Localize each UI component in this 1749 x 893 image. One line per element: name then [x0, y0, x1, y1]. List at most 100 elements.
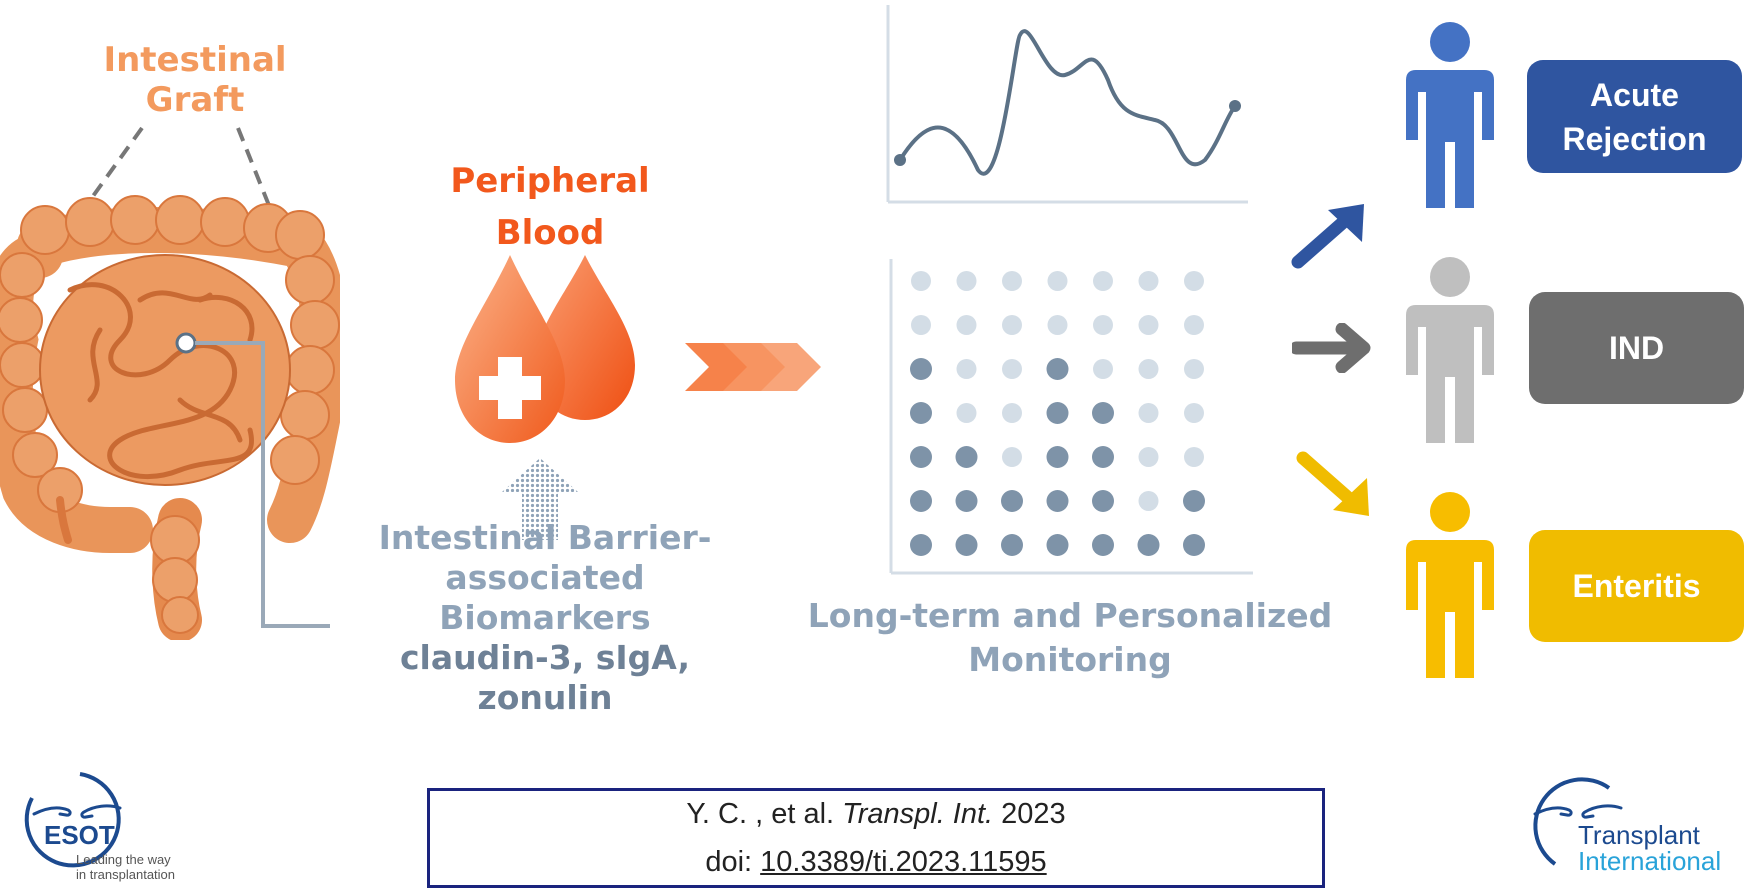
monitoring-text: Long-term and Personalized Monitoring	[800, 594, 1340, 682]
dot-grid	[910, 271, 1205, 556]
citation-line1: Y. C. , et al. Transpl. Int. 2023	[430, 790, 1322, 838]
matrix-dot	[1093, 359, 1113, 379]
citation-box: Y. C. , et al. Transpl. Int. 2023 doi: 1…	[427, 788, 1325, 888]
blood-title: Peripheral Blood	[420, 155, 680, 259]
esot-logo	[24, 772, 122, 868]
matrix-dot	[1138, 315, 1159, 335]
matrix-dot	[956, 403, 977, 423]
matrix-dot	[910, 534, 932, 556]
arrow-right-icon	[1292, 323, 1371, 373]
outcome-acute-rejection: Acute Rejection	[1527, 60, 1742, 173]
dotted-up-arrow-icon	[502, 458, 578, 540]
transplant-international-logo	[1533, 777, 1623, 866]
matrix-dot	[1002, 447, 1022, 467]
intestine-icon	[0, 195, 340, 640]
matrix-dot	[1002, 315, 1022, 335]
chevron-arrows-icon	[685, 343, 821, 391]
matrix-dot	[1046, 358, 1069, 380]
matrix-dot	[1184, 403, 1204, 423]
hand-logo-icon	[1533, 804, 1623, 819]
matrix-dot	[910, 358, 932, 380]
biomarkers-line2: associated	[445, 558, 645, 597]
graft-title-line1: Intestinal	[103, 40, 287, 80]
outcome-acute-rejection-line1: Acute	[1590, 76, 1679, 113]
matrix-dot	[1046, 402, 1069, 424]
matrix-dot	[1138, 447, 1159, 467]
esot-tagline-line2: in transplantation	[76, 867, 176, 882]
esot-tagline-line1: Leading the way	[76, 852, 171, 867]
blood-title-line1: Peripheral	[450, 161, 650, 201]
matrix-dot	[911, 271, 931, 291]
matrix-dot	[956, 271, 977, 291]
matrix-dot	[1001, 490, 1023, 512]
monitoring-line2: Monitoring	[968, 640, 1172, 679]
trend-line-chart	[886, 5, 1248, 204]
blood-title-line2: Blood	[495, 213, 605, 253]
matrix-dot	[1046, 446, 1069, 468]
hand-logo-icon	[32, 804, 122, 819]
biomarkers-text: Intestinal Barrier- associated Biomarker…	[360, 518, 730, 718]
graft-title: Intestinal Graft	[70, 40, 320, 120]
matrix-dot	[1093, 271, 1113, 291]
matrix-dot	[1184, 315, 1204, 335]
outcome-enteritis-label: Enteritis	[1572, 568, 1701, 604]
arrow-down-right-icon	[1296, 451, 1369, 516]
person-icon-yellow	[1406, 492, 1494, 678]
ti-line1: Transplant	[1578, 820, 1700, 850]
matrix-dot	[910, 446, 932, 468]
matrix-dot	[955, 446, 978, 468]
monitoring-line1: Long-term and Personalized	[807, 596, 1333, 635]
matrix-dot	[1002, 271, 1022, 291]
outcome-ind-label: IND	[1608, 330, 1665, 366]
matrix-dot	[1183, 534, 1205, 556]
outcome-enteritis: Enteritis	[1529, 530, 1744, 642]
matrix-dot	[1047, 315, 1068, 335]
biomarkers-line1: Intestinal Barrier-	[378, 518, 712, 557]
matrix-dot	[911, 315, 931, 335]
citation-line2: doi: 10.3389/ti.2023.11595	[430, 838, 1322, 886]
matrix-dot	[1137, 534, 1160, 556]
matrix-dot	[1002, 403, 1022, 423]
matrix-dot	[1138, 359, 1159, 379]
biomarkers-list-2: zonulin	[477, 678, 613, 717]
matrix-dot	[1092, 402, 1114, 424]
matrix-dot	[1138, 271, 1159, 291]
ti-line2: International	[1578, 846, 1722, 876]
matrix-dot	[1093, 315, 1113, 335]
matrix-dot	[956, 359, 977, 379]
person-icon-blue	[1406, 22, 1494, 208]
matrix-dot	[1184, 271, 1204, 291]
citation-year: 2023	[1001, 798, 1066, 830]
citation-authors: Y. C. , et al.	[686, 798, 835, 830]
transplant-international-name: Transplant International	[1578, 822, 1721, 874]
matrix-dot	[956, 315, 977, 335]
citation-doi-link[interactable]: 10.3389/ti.2023.11595	[760, 846, 1047, 878]
matrix-dot	[1047, 271, 1068, 291]
intestine-illustration	[0, 126, 340, 640]
matrix-dot	[1138, 491, 1159, 511]
matrix-dot	[1183, 490, 1205, 512]
matrix-dot	[1092, 534, 1114, 556]
esot-name: ESOT	[44, 820, 115, 850]
matrix-dot	[1184, 447, 1204, 467]
esot-tagline: Leading the way in transplantation	[76, 852, 175, 882]
outcome-acute-rejection-line2: Rejection	[1562, 120, 1707, 157]
matrix-dot	[955, 534, 978, 556]
blood-drop-icon	[455, 255, 635, 443]
citation-doi-label: doi:	[705, 846, 753, 878]
matrix-dot	[1001, 534, 1023, 556]
graft-title-line2: Graft	[145, 80, 245, 120]
matrix-dot	[1092, 446, 1114, 468]
biomarkers-list: claudin-3, sIgA,	[400, 638, 690, 677]
matrix-dot	[1046, 534, 1069, 556]
person-icon-grey	[1406, 257, 1494, 443]
matrix-dot	[955, 490, 978, 512]
matrix-dot	[910, 490, 932, 512]
outcome-ind: IND	[1529, 292, 1744, 404]
arrow-up-right-icon	[1291, 204, 1364, 269]
matrix-dot	[1002, 359, 1022, 379]
matrix-dot	[1184, 359, 1204, 379]
matrix-dot	[1046, 490, 1069, 512]
matrix-dot	[910, 402, 932, 424]
matrix-dot	[1092, 490, 1114, 512]
